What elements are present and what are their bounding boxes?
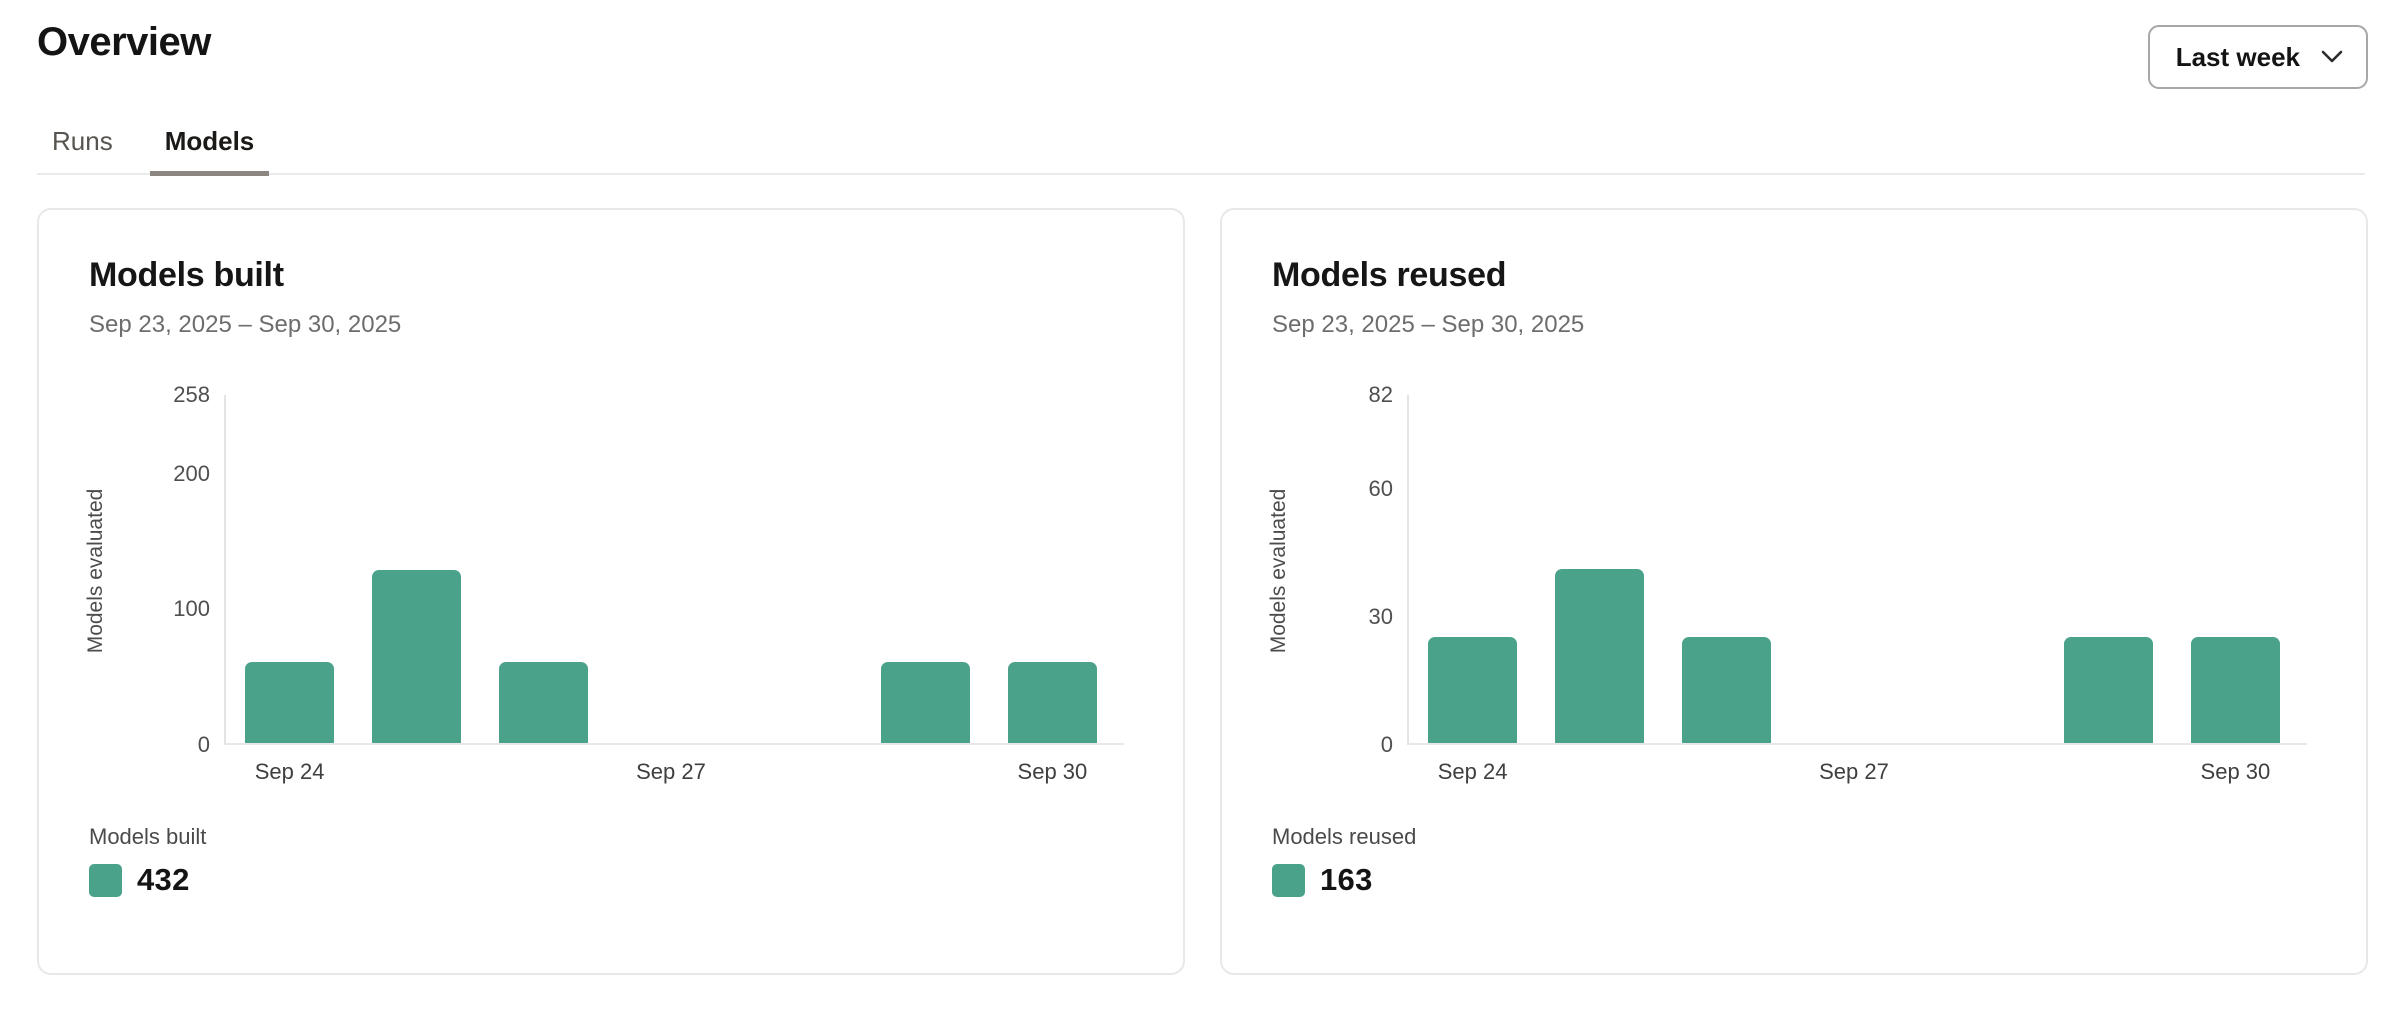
x-tick-label: Sep 27: [1819, 759, 1889, 784]
tab-runs[interactable]: Runs: [37, 118, 128, 173]
bar: [880, 662, 970, 743]
bar-slot: [1663, 395, 1790, 743]
plot-area: [224, 395, 1124, 745]
x-axis-labels: Sep 24 Sep 27 Sep 30: [224, 759, 1124, 785]
bar-slot: [862, 395, 989, 743]
x-tick-label: Sep 27: [636, 759, 706, 784]
models-reused-card: Models reused Sep 23, 2025 – Sep 30, 202…: [1220, 208, 2368, 975]
legend-value: 163: [1320, 862, 1373, 897]
bar: [1007, 662, 1097, 743]
legend-swatch: [89, 863, 122, 897]
bar-slot: [1918, 395, 2045, 743]
legend-value: 432: [137, 862, 190, 897]
bar: [2063, 636, 2153, 743]
tab-bar: Runs Models: [37, 118, 2365, 176]
models-built-card: Models built Sep 23, 2025 – Sep 30, 2025…: [37, 208, 1185, 975]
x-tick-label: [735, 759, 862, 785]
models-built-bar-chart: Models evaluated 0 100 200 258 Sep 24 Sep 27…: [39, 382, 1183, 784]
card-title: Models reused: [1272, 256, 1507, 294]
bar: [2190, 636, 2280, 743]
y-tick-label: 60: [1368, 475, 1393, 501]
x-tick-label: [1663, 759, 1790, 785]
bar: [499, 662, 589, 743]
card-date-range: Sep 23, 2025 – Sep 30, 2025: [1272, 311, 1585, 338]
y-tick-label: 258: [173, 382, 210, 407]
card-title: Models built: [89, 256, 284, 294]
date-range-selector-label: Last week: [2175, 41, 2300, 72]
legend-row: 163: [1272, 862, 1373, 898]
x-tick-label: Sep 24: [1437, 759, 1508, 784]
y-tick-label: 200: [173, 460, 210, 486]
legend-swatch: [1272, 863, 1305, 897]
tab-models-label: Models: [164, 126, 255, 156]
legend-row: 432: [89, 862, 190, 898]
y-tick-label: 0: [197, 732, 210, 757]
tab-runs-label: Runs: [52, 126, 113, 156]
x-tick-label: [480, 759, 607, 785]
bar-slot: [1409, 395, 1536, 743]
x-axis-labels: Sep 24 Sep 27 Sep 30: [1407, 759, 2307, 785]
bar-slot: [226, 395, 353, 743]
legend-label: Models reused: [1272, 824, 1417, 849]
x-tick-label: [1918, 759, 2045, 785]
x-tick-label: Sep 24: [254, 759, 325, 784]
chevron-down-icon: [2321, 50, 2343, 63]
date-range-selector-button[interactable]: Last week: [2147, 25, 2368, 89]
y-tick-label: 0: [1380, 732, 1393, 757]
bar-slot: [1790, 395, 1917, 743]
cards-row: Models built Sep 23, 2025 – Sep 30, 2025…: [37, 208, 2368, 975]
x-tick-label: Sep 30: [1017, 759, 1088, 784]
x-tick-label: Sep 30: [2200, 759, 2271, 784]
bar-slot: [735, 395, 862, 743]
bar-slot: [1536, 395, 1663, 743]
bar: [372, 570, 462, 743]
card-date-range: Sep 23, 2025 – Sep 30, 2025: [89, 311, 402, 338]
y-tick-label: 82: [1368, 382, 1393, 407]
bar-slot: [989, 395, 1116, 743]
bar-slot: [2045, 395, 2172, 743]
bar: [245, 662, 335, 743]
x-tick-label: [353, 759, 480, 785]
bar-slot: [2172, 395, 2299, 743]
bar: [1428, 636, 1518, 743]
page-title: Overview: [37, 20, 211, 64]
bar-slot: [353, 395, 480, 743]
x-tick-label: [862, 759, 989, 785]
bar-slot: [480, 395, 607, 743]
legend-label: Models built: [89, 824, 207, 849]
y-tick-label: 100: [173, 596, 210, 622]
y-axis-ticks: 0 30 60 82: [1222, 382, 1393, 757]
bar: [1555, 569, 1645, 743]
models-reused-bar-chart: Models evaluated 0 30 60 82 Sep 24 Sep 27 Sep…: [1222, 382, 2366, 784]
y-tick-label: 30: [1368, 603, 1393, 629]
bar: [1682, 636, 1772, 743]
x-tick-label: [2045, 759, 2172, 785]
y-axis-ticks: 0 100 200 258: [39, 382, 210, 757]
plot-area: [1407, 395, 2307, 745]
bar-slot: [607, 395, 734, 743]
tab-models[interactable]: Models: [149, 118, 270, 176]
x-tick-label: [1536, 759, 1663, 785]
